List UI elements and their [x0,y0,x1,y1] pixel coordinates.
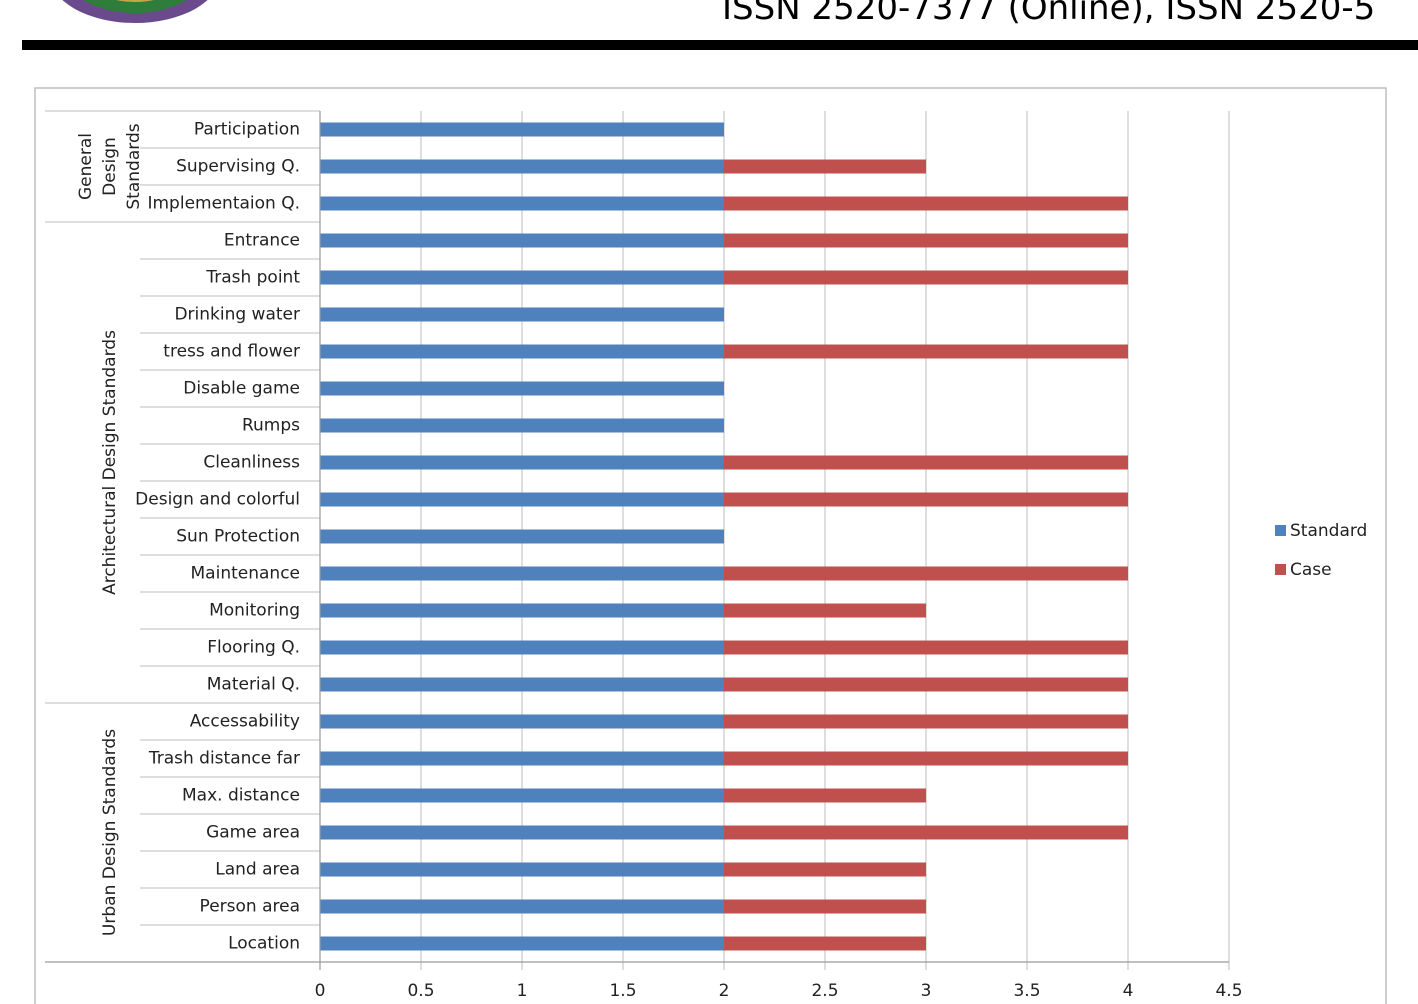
category-label: Location [228,934,300,954]
header-rule [22,40,1418,50]
x-tick-label: 0.5 [407,981,434,1001]
standard-bar [320,751,724,766]
group-labels: General Design Standards Architectural Desi… [76,123,144,936]
category-label: Disable game [183,379,300,399]
group-label: Standards [124,123,144,209]
standard-bar [320,492,724,507]
standard-bar [320,418,724,433]
legend: Standard Case [1275,521,1367,580]
standard-bar [320,344,724,359]
case-bar [724,196,1128,211]
category-label: Land area [215,860,300,880]
x-tick-labels: 0 0.5 1 1.5 2 2.5 3 3.5 4 4.5 [315,981,1243,1001]
category-label: Rumps [242,416,300,436]
standard-bar [320,714,724,729]
case-bar [724,455,1128,470]
case-bar [724,603,926,618]
standard-bar [320,825,724,840]
case-bar [724,640,1128,655]
category-label: tress and flower [163,342,300,362]
standard-bar [320,270,724,285]
standard-bar [320,381,724,396]
category-label: Entrance [224,231,300,251]
category-label: Drinking water [174,305,300,325]
case-bar [724,270,1128,285]
journal-logo-icon [62,0,208,23]
group-label: General [76,133,96,200]
category-label: Monitoring [209,601,300,621]
category-label: Design and colorful [135,490,300,510]
standard-bar [320,233,724,248]
case-bar [724,677,1128,692]
case-bar [724,159,926,174]
legend-swatch [1275,564,1286,575]
standard-bar [320,640,724,655]
issn-text: ISSN 2520-7377 (Online), ISSN 2520-5 [722,0,1376,28]
case-bar [724,862,926,877]
bars [320,122,1128,951]
journal-header: ISSN 2520-7377 (Online), ISSN 2520-5 [0,0,1418,52]
group-label: Design [100,137,120,196]
standard-bar [320,196,724,211]
category-label: Trash point [205,268,300,288]
standard-bar [320,307,724,322]
case-bar [724,492,1128,507]
case-bar [724,751,1128,766]
case-bar [724,825,1128,840]
x-tick-label: 2 [719,981,730,1001]
standard-bar [320,529,724,544]
category-label: Person area [200,897,300,917]
x-tick-label: 2.5 [811,981,838,1001]
category-label: Maintenance [191,564,300,584]
category-label: Game area [206,823,300,843]
standard-bar [320,936,724,951]
case-bar [724,936,926,951]
category-label: Max. distance [182,786,300,806]
category-label: Cleanliness [203,453,300,473]
category-label: Material Q. [207,675,300,695]
group-label: Architectural Design Standards [100,330,120,595]
x-tick-label: 0 [315,981,326,1001]
standard-bar [320,159,724,174]
case-bar [724,714,1128,729]
x-tick-label: 4.5 [1215,981,1242,1001]
category-label: Accessability [190,712,300,732]
standard-bar [320,677,724,692]
legend-label: Standard [1290,521,1367,541]
category-label: Implementaion Q. [147,194,300,214]
category-label: Supervising Q. [176,157,300,177]
category-label: Flooring Q. [207,638,300,658]
case-bar [724,899,926,914]
standard-bar [320,122,724,137]
standard-bar [320,862,724,877]
standard-bar [320,899,724,914]
standard-bar [320,788,724,803]
category-label: Trash distance far [148,749,300,769]
category-label: Sun Protection [176,527,300,547]
legend-label: Case [1290,560,1332,580]
x-tick-label: 3.5 [1013,981,1040,1001]
case-bar [724,233,1128,248]
case-bar [724,566,1128,581]
case-bar [724,344,1128,359]
x-axis [45,111,1229,970]
standard-bar [320,455,724,470]
group-label: Urban Design Standards [100,729,120,936]
x-tick-label: 3 [921,981,932,1001]
x-tick-label: 1 [517,981,528,1001]
x-tick-label: 4 [1123,981,1134,1001]
standard-bar [320,566,724,581]
category-labels: Participation Supervising Q. Implementaion… [135,120,300,954]
category-label: Participation [194,120,300,140]
standard-bar [320,603,724,618]
x-tick-label: 1.5 [609,981,636,1001]
case-bar [724,788,926,803]
legend-swatch [1275,525,1286,536]
